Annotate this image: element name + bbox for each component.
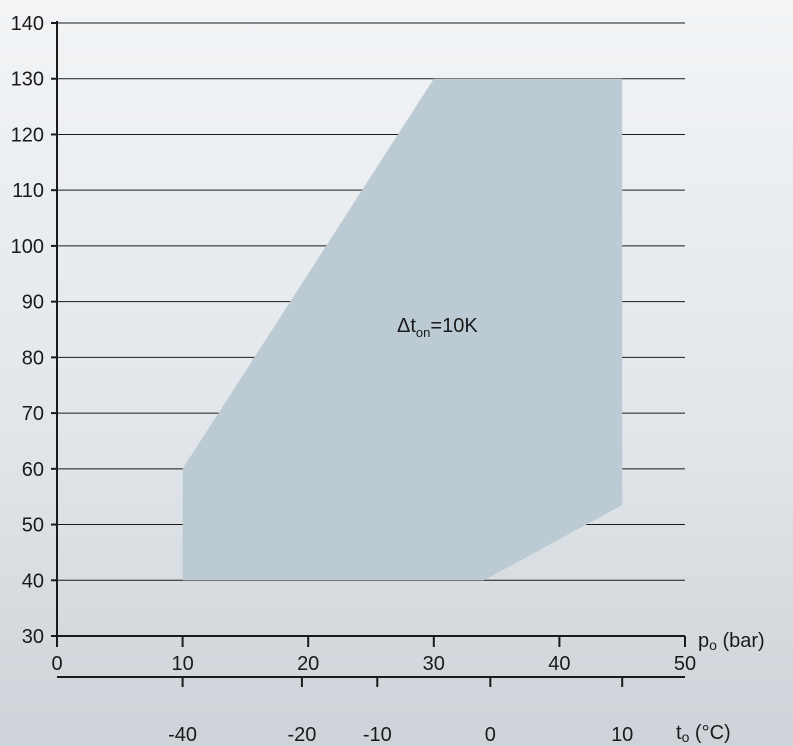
temperature-tick-label-0: 0 xyxy=(485,724,496,746)
pressure-tick-label-50: 50 xyxy=(674,653,696,675)
y-tick-label-80: 80 xyxy=(22,347,44,369)
y-tick-label-40: 40 xyxy=(22,570,44,592)
pressure-axis-label-main: p xyxy=(698,630,709,652)
temperature-tick-label--40: -40 xyxy=(168,724,197,746)
y-tick-label-60: 60 xyxy=(22,459,44,481)
pressure-tick-label-20: 20 xyxy=(297,653,319,675)
temperature-tick-label--10: -10 xyxy=(363,724,392,746)
temperature-axis-label-rest: (°C) xyxy=(689,722,730,744)
temperature-axis-label-main: t xyxy=(676,722,682,744)
envelope-region xyxy=(182,78,623,581)
pressure-axis-label-sub: o xyxy=(709,637,717,653)
pressure-tick-label-0: 0 xyxy=(51,653,62,675)
pressure-axis-tick-labels: 0 10 20 30 40 50 xyxy=(51,636,696,675)
temperature-tick-label--20: -20 xyxy=(287,724,316,746)
y-tick-label-140: 140 xyxy=(11,13,44,35)
y-tick-label-130: 130 xyxy=(11,69,44,91)
axes xyxy=(56,21,685,678)
region-label-rest: =10K xyxy=(430,315,478,337)
temperature-axis-label-sub: o xyxy=(682,729,690,745)
y-tick-label-30: 30 xyxy=(22,626,44,648)
temperature-axis-label: to (°C) xyxy=(676,722,731,745)
y-tick-label-70: 70 xyxy=(22,403,44,425)
y-tick-label-100: 100 xyxy=(11,236,44,258)
y-tick-label-90: 90 xyxy=(22,292,44,314)
pressure-tick-label-40: 40 xyxy=(548,653,570,675)
pressure-axis-label: po (bar) xyxy=(698,630,765,653)
pressure-axis-label-rest: (bar) xyxy=(717,630,765,652)
pressure-tick-label-10: 10 xyxy=(171,653,193,675)
temperature-tick-label-10: 10 xyxy=(611,724,633,746)
temperature-axis-tick-labels: -40 -20 -10 0 10 xyxy=(168,677,633,746)
region-label-main: Δt xyxy=(397,315,416,337)
pressure-tick-label-30: 30 xyxy=(423,653,445,675)
envelope-region-group xyxy=(182,78,623,581)
y-tick-label-110: 110 xyxy=(12,180,44,202)
y-axis-tick-labels: 30 40 50 60 70 80 90 100 110 120 130 140 xyxy=(11,13,57,648)
y-tick-label-120: 120 xyxy=(11,124,44,146)
y-tick-label-50: 50 xyxy=(22,515,44,537)
region-label: Δton=10K xyxy=(397,315,478,340)
region-label-sub: on xyxy=(416,325,430,340)
